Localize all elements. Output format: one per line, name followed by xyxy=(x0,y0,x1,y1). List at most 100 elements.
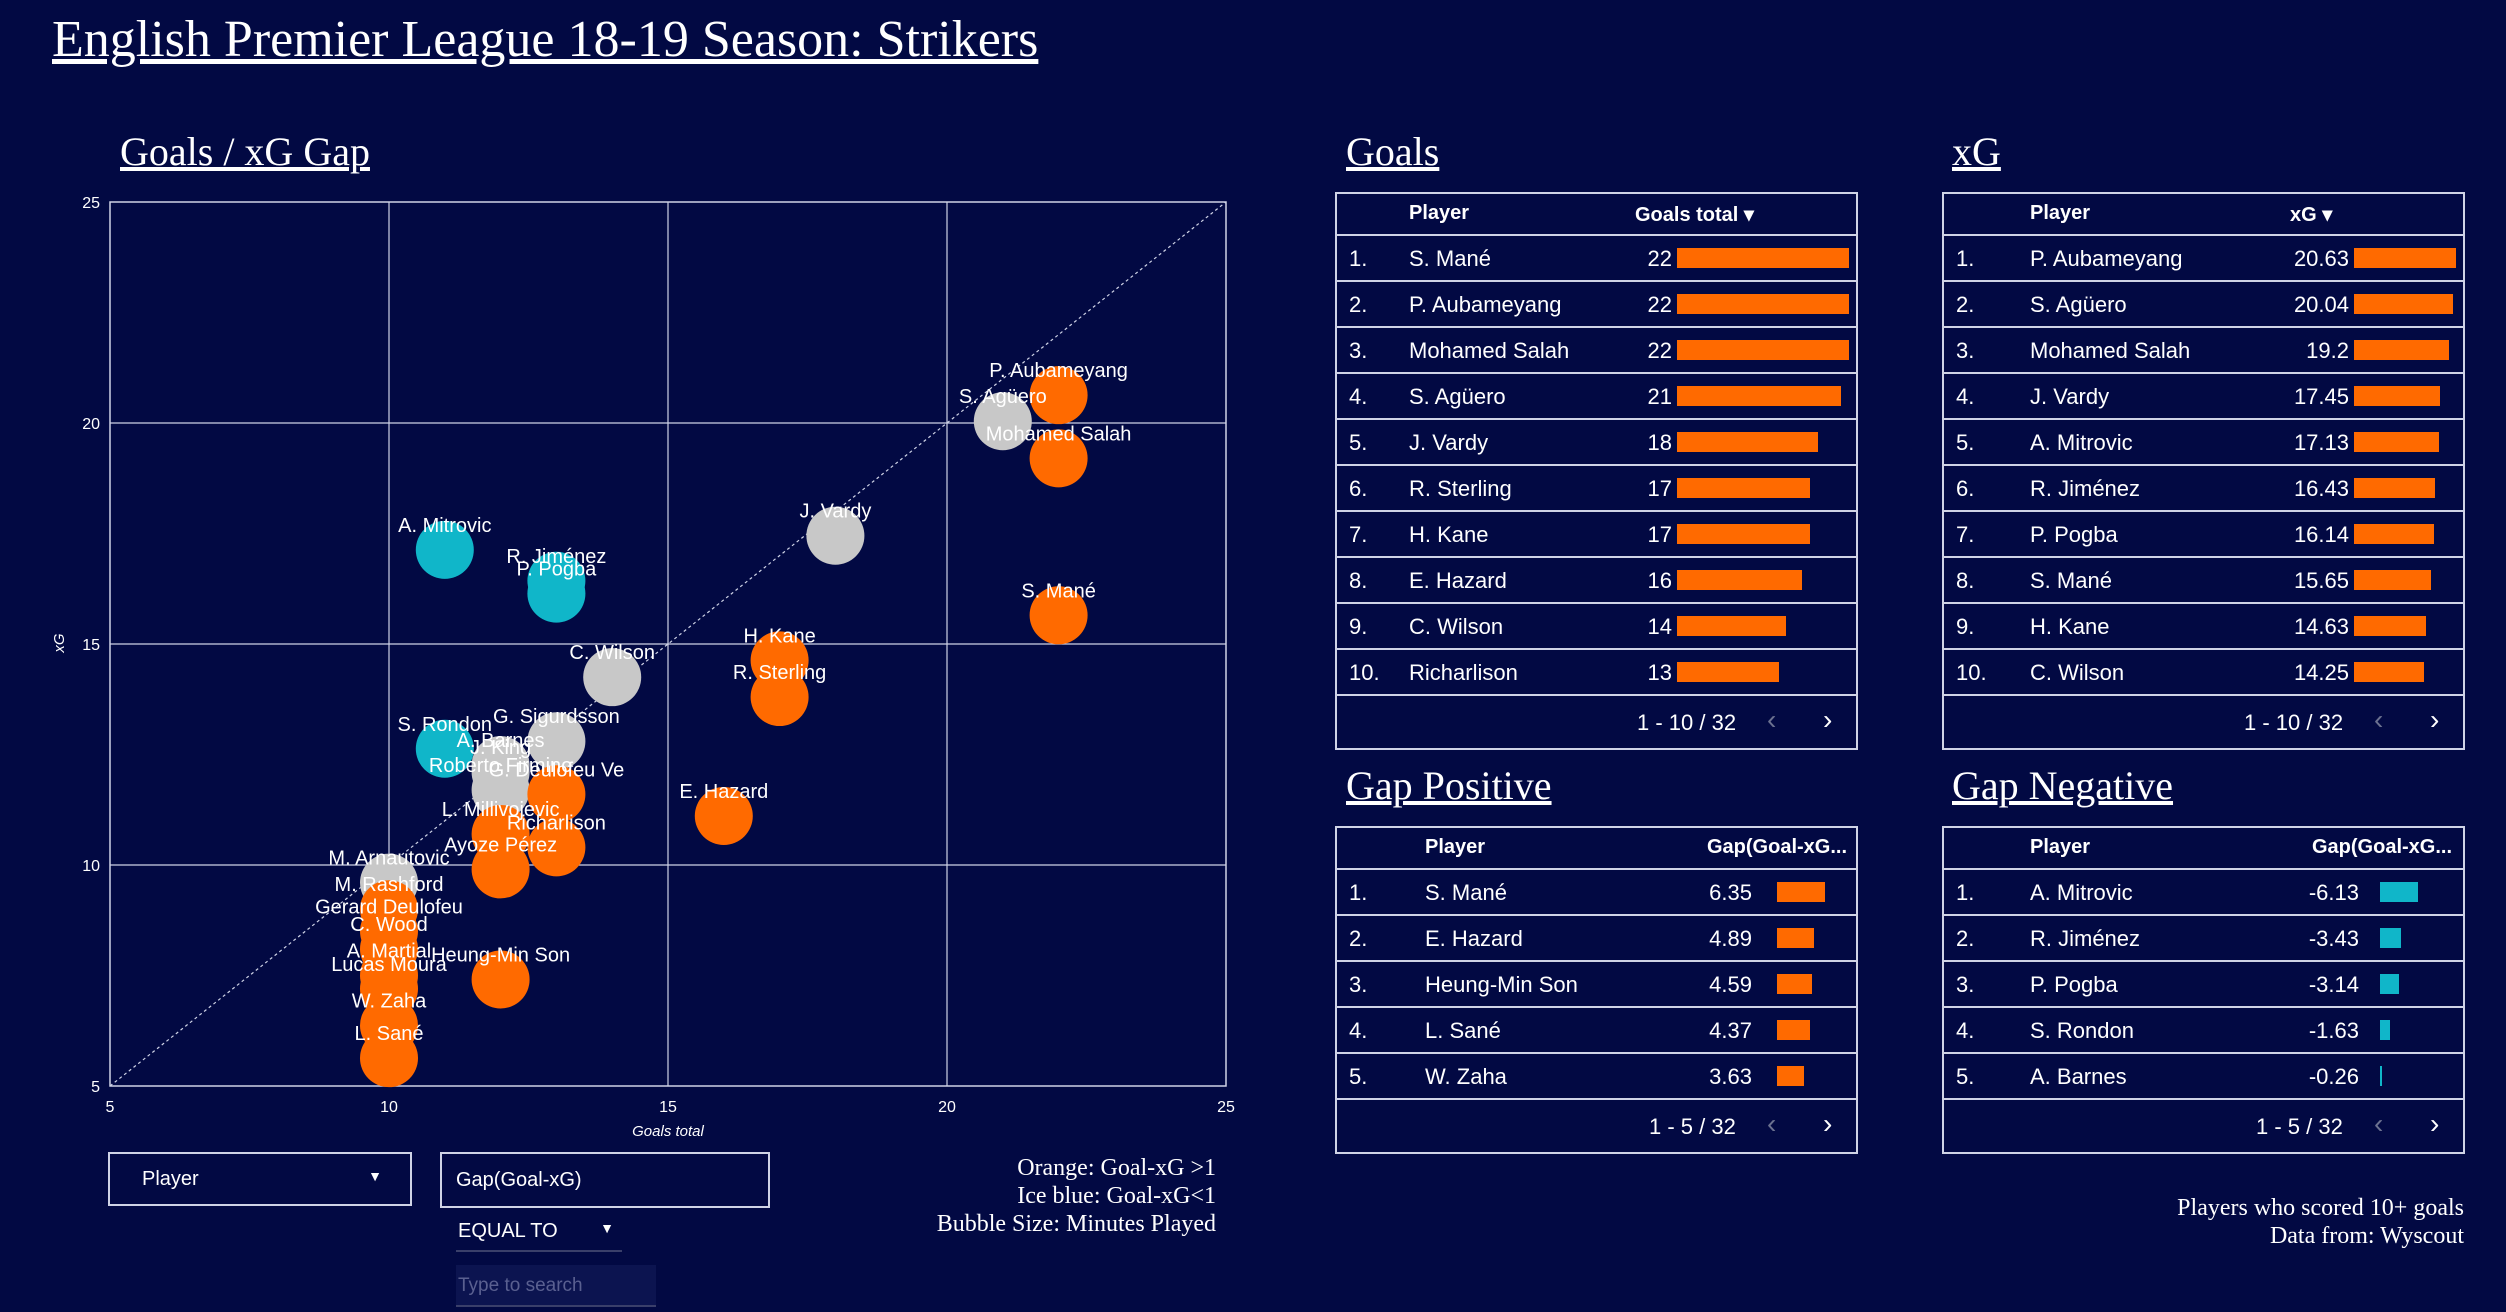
row-rank: 5. xyxy=(1956,1064,1975,1089)
footnote-scope: Players who scored 10+ goals xyxy=(2177,1195,2464,1221)
row-player: S. Agüero xyxy=(1409,384,1506,409)
row-bar xyxy=(1677,340,1849,360)
table-row[interactable]: 5. A. Mitrovic 17.13 xyxy=(1944,420,2463,466)
col-player[interactable]: Player xyxy=(1409,202,1470,224)
col-gap[interactable]: Gap(Goal-xG... xyxy=(2312,836,2453,858)
row-player: Mohamed Salah xyxy=(2030,338,2191,363)
goals-title: Goals xyxy=(1346,129,1440,174)
xg-table-header: Player xG ▾ xyxy=(1944,194,2463,236)
row-value: 15.65 xyxy=(2293,568,2349,593)
col-player[interactable]: Player xyxy=(1425,836,1486,858)
scatter-point[interactable] xyxy=(471,743,530,802)
row-bar xyxy=(1677,616,1786,636)
table-row[interactable]: 1. A. Mitrovic -6.13 xyxy=(1944,870,2463,916)
table-row[interactable]: 2. E. Hazard 4.89 xyxy=(1337,916,1856,962)
page-title: English Premier League 18-19 Season: Str… xyxy=(52,11,1039,68)
x-tick-label: 15 xyxy=(659,1099,677,1116)
color-legend: Orange: Goal-xG >1 Ice blue: Goal-xG<1 B… xyxy=(880,1154,1216,1238)
scatter-point[interactable] xyxy=(527,765,586,824)
next-page-icon[interactable]: › xyxy=(2430,704,2440,735)
row-value: 20.04 xyxy=(2293,292,2349,317)
prev-page-icon[interactable]: ‹ xyxy=(2374,1108,2384,1139)
scatter-point[interactable] xyxy=(360,1029,418,1088)
table-row[interactable]: 3. Heung-Min Son 4.59 xyxy=(1337,962,1856,1008)
table-row[interactable]: 4. L. Sané 4.37 xyxy=(1337,1008,1856,1054)
chevron-down-icon: ▼ xyxy=(600,1220,614,1236)
gap-positive-pager: 1 - 5 / 32 ‹ › xyxy=(1337,1100,1856,1152)
row-player: R. Jiménez xyxy=(2030,476,2141,501)
table-row[interactable]: 5. A. Barnes -0.26 xyxy=(1944,1054,2463,1100)
table-row[interactable]: 8. S. Mané 15.65 xyxy=(1944,558,2463,604)
table-row[interactable]: 7. H. Kane 17 xyxy=(1337,512,1856,558)
operator-dropdown[interactable]: EQUAL TO ▼ xyxy=(456,1210,622,1252)
table-row[interactable]: 2. R. Jiménez -3.43 xyxy=(1944,916,2463,962)
next-page-icon[interactable]: › xyxy=(1823,704,1833,735)
table-row[interactable]: 9. H. Kane 14.63 xyxy=(1944,604,2463,650)
prev-page-icon[interactable]: ‹ xyxy=(2374,704,2384,735)
col-player[interactable]: Player xyxy=(2030,836,2091,858)
scatter-point[interactable] xyxy=(415,719,474,778)
scatter-point[interactable] xyxy=(973,392,1032,451)
row-value: 17 xyxy=(1647,476,1672,501)
next-page-icon[interactable]: › xyxy=(1823,1108,1833,1139)
table-row[interactable]: 3. P. Pogba -3.14 xyxy=(1944,962,2463,1008)
point-label: Heung-Min Son xyxy=(431,944,570,966)
scatter-point[interactable] xyxy=(806,506,865,565)
table-row[interactable]: 4. S. Agüero 21 xyxy=(1337,374,1856,420)
legend-orange: Orange: Goal-xG >1 xyxy=(1017,1155,1216,1181)
scatter-point[interactable] xyxy=(1029,429,1088,488)
scatter-point[interactable] xyxy=(583,648,642,707)
point-label: A. Martial xyxy=(347,941,431,963)
table-row[interactable]: 2. P. Aubameyang 22 xyxy=(1337,282,1856,328)
scatter-point[interactable] xyxy=(1029,586,1088,645)
row-value: -3.43 xyxy=(2308,926,2359,951)
table-row[interactable]: 5. J. Vardy 18 xyxy=(1337,420,1856,466)
table-row[interactable]: 6. R. Jiménez 16.43 xyxy=(1944,466,2463,512)
scatter-point[interactable] xyxy=(1029,366,1088,425)
col-player[interactable]: Player xyxy=(2030,202,2091,224)
table-row[interactable]: 4. S. Rondon -1.63 xyxy=(1944,1008,2463,1054)
scatter-point[interactable] xyxy=(471,840,530,899)
table-row[interactable]: 1. S. Mané 6.35 xyxy=(1337,870,1856,916)
row-player: L. Sané xyxy=(1425,1018,1501,1043)
prev-page-icon[interactable]: ‹ xyxy=(1767,704,1777,735)
search-input[interactable]: Type to search xyxy=(456,1265,656,1307)
y-tick-label: 10 xyxy=(82,858,100,875)
col-goals-total[interactable]: Goals total ▾ xyxy=(1635,204,1754,226)
scatter-point[interactable] xyxy=(471,950,530,1009)
row-rank: 7. xyxy=(1956,522,1975,547)
point-label: R. Jiménez xyxy=(506,546,606,568)
table-row[interactable]: 1. P. Aubameyang 20.63 xyxy=(1944,236,2463,282)
metric-filter-field[interactable]: Gap(Goal-xG) xyxy=(440,1152,770,1208)
table-row[interactable]: 7. P. Pogba 16.14 xyxy=(1944,512,2463,558)
row-player: Heung-Min Son xyxy=(1425,972,1578,997)
table-row[interactable]: 10. C. Wilson 14.25 xyxy=(1944,650,2463,696)
scatter-point[interactable] xyxy=(527,712,586,771)
row-rank: 1. xyxy=(1349,246,1368,271)
table-row[interactable]: 10. Richarlison 13 xyxy=(1337,650,1856,696)
scatter-point[interactable] xyxy=(750,668,809,727)
table-row[interactable]: 5. W. Zaha 3.63 xyxy=(1337,1054,1856,1100)
col-xg[interactable]: xG ▾ xyxy=(2290,204,2333,226)
prev-page-icon[interactable]: ‹ xyxy=(1767,1108,1777,1139)
row-player: W. Zaha xyxy=(1425,1064,1507,1089)
table-row[interactable]: 6. R. Sterling 17 xyxy=(1337,466,1856,512)
player-filter-dropdown[interactable]: Player ▼ xyxy=(108,1152,412,1206)
table-row[interactable]: 8. E. Hazard 16 xyxy=(1337,558,1856,604)
table-row[interactable]: 3. Mohamed Salah 22 xyxy=(1337,328,1856,374)
table-row[interactable]: 2. S. Agüero 20.04 xyxy=(1944,282,2463,328)
table-row[interactable]: 4. J. Vardy 17.45 xyxy=(1944,374,2463,420)
col-gap[interactable]: Gap(Goal-xG... xyxy=(1707,836,1848,858)
scatter-point[interactable] xyxy=(527,564,586,623)
scatter-point[interactable] xyxy=(527,818,586,877)
next-page-icon[interactable]: › xyxy=(2430,1108,2440,1139)
table-row[interactable]: 3. Mohamed Salah 19.2 xyxy=(1944,328,2463,374)
row-rank: 1. xyxy=(1956,880,1975,905)
row-player: J. Vardy xyxy=(2030,384,2110,409)
scatter-point[interactable] xyxy=(694,786,753,845)
scatter-point[interactable] xyxy=(415,520,474,579)
table-row[interactable]: 1. S. Mané 22 xyxy=(1337,236,1856,282)
row-rank: 5. xyxy=(1956,430,1975,455)
row-value: 17.45 xyxy=(2293,384,2349,409)
table-row[interactable]: 9. C. Wilson 14 xyxy=(1337,604,1856,650)
